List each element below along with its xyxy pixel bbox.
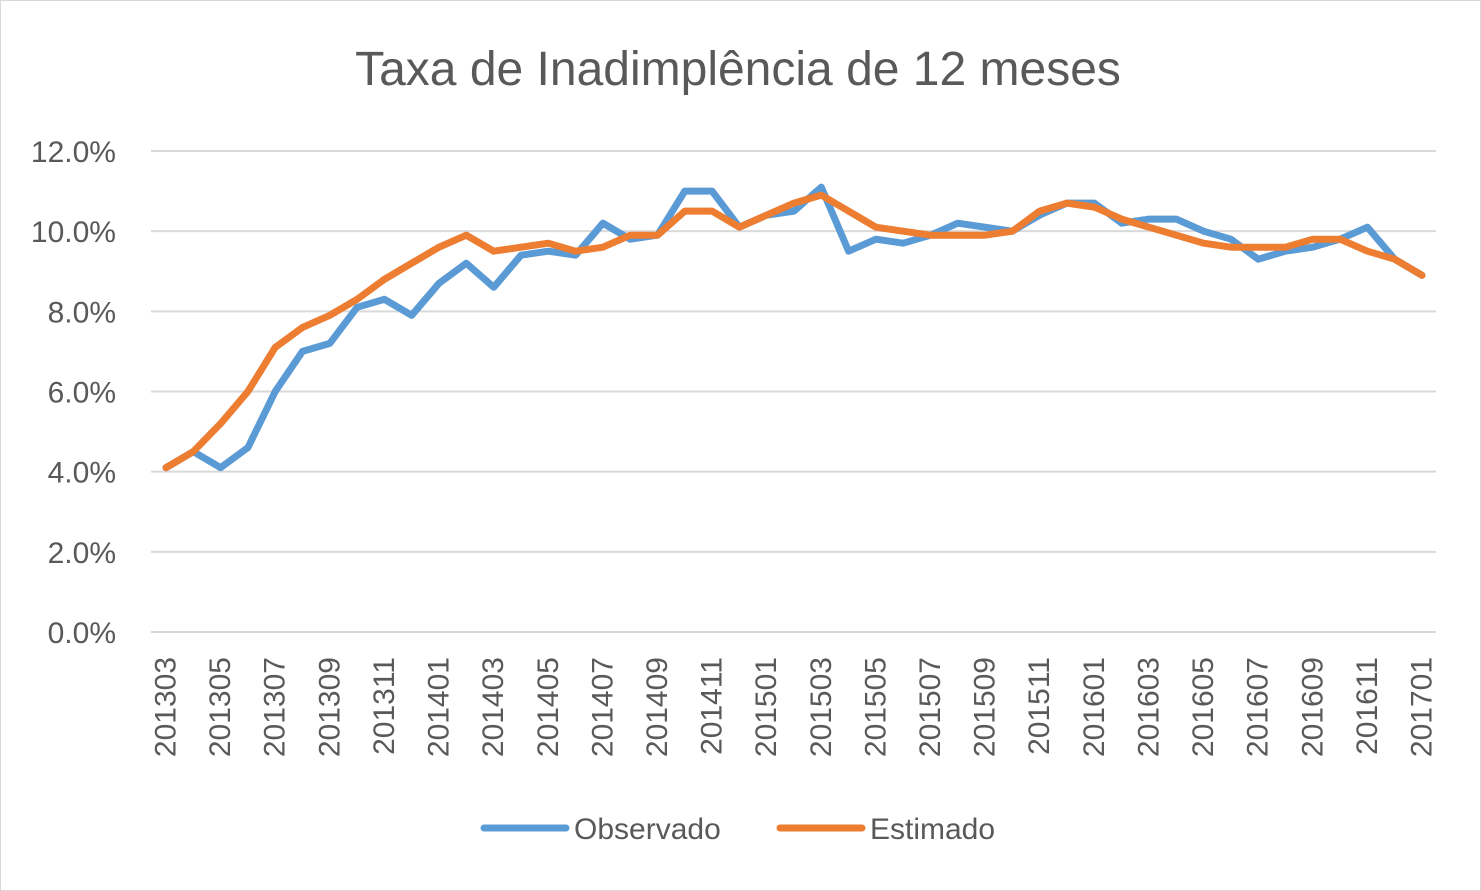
x-tick-label: 201605 bbox=[1187, 657, 1220, 757]
x-tick-label: 201503 bbox=[805, 657, 838, 757]
x-tick-label: 201407 bbox=[586, 657, 619, 757]
y-tick-label: 6.0% bbox=[48, 377, 116, 410]
legend-label-observado: Observado bbox=[574, 813, 721, 846]
x-tick-label: 201509 bbox=[969, 657, 1002, 757]
legend-label-estimado: Estimado bbox=[870, 813, 995, 846]
x-tick-label: 201307 bbox=[259, 657, 292, 757]
chart-title: Taxa de Inadimplência de 12 meses bbox=[355, 43, 1121, 96]
x-tick-label: 201611 bbox=[1351, 657, 1384, 755]
y-tick-label: 0.0% bbox=[48, 617, 116, 650]
x-tick-label: 201403 bbox=[477, 657, 510, 757]
x-tick-label: 201511 bbox=[1023, 657, 1056, 755]
x-tick-label: 201507 bbox=[914, 657, 947, 757]
x-tick-label: 201401 bbox=[423, 657, 456, 757]
y-tick-label: 8.0% bbox=[48, 296, 116, 329]
x-tick-label: 201505 bbox=[859, 657, 892, 757]
series-line-estimado bbox=[162, 191, 1426, 472]
grid-layer bbox=[151, 150, 1436, 633]
x-tick-label: 201701 bbox=[1406, 657, 1439, 757]
x-tick-label: 201501 bbox=[750, 657, 783, 757]
x-tick-label: 201309 bbox=[313, 657, 346, 757]
x-tick-label: 201303 bbox=[150, 657, 183, 757]
series-layer bbox=[162, 183, 1426, 472]
y-tick-label: 2.0% bbox=[48, 537, 116, 570]
y-tick-label: 10.0% bbox=[31, 216, 116, 249]
y-tick-label: 12.0% bbox=[31, 136, 116, 169]
x-axis-ticks: 201303 201305 201307 201309 201311 201401 2014… bbox=[150, 657, 1439, 757]
x-tick-label: 201607 bbox=[1242, 657, 1275, 757]
x-tick-label: 201603 bbox=[1132, 657, 1165, 757]
series-line-observado bbox=[162, 183, 1426, 472]
x-tick-label: 201405 bbox=[532, 657, 565, 757]
y-tick-label: 4.0% bbox=[48, 457, 116, 490]
x-tick-label: 201601 bbox=[1078, 657, 1111, 757]
x-tick-label: 201609 bbox=[1296, 657, 1329, 757]
x-tick-label: 201409 bbox=[641, 657, 674, 757]
x-tick-label: 201311 bbox=[368, 657, 401, 755]
x-tick-label: 201305 bbox=[204, 657, 237, 757]
legend: Observado Estimado bbox=[480, 813, 995, 846]
x-tick-label: 201411 bbox=[696, 657, 729, 755]
y-axis-ticks: 0.0% 2.0% 4.0% 6.0% 8.0% 10.0% 12.0% bbox=[31, 136, 116, 650]
